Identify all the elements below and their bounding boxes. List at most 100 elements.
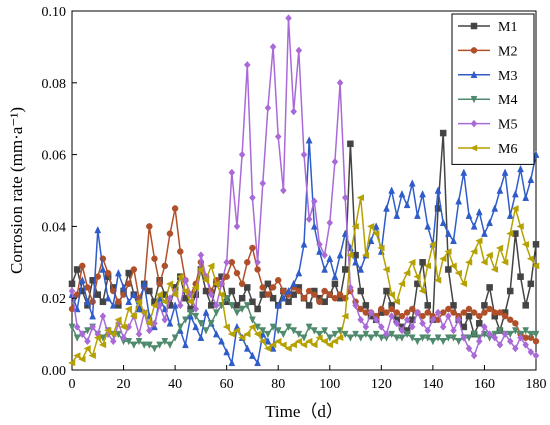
data-point [125,338,133,346]
data-point [460,309,468,316]
data-point [496,309,504,316]
data-point [103,327,112,334]
data-point [325,341,334,349]
data-point [424,302,431,309]
data-point [244,259,251,266]
data-point [94,291,102,298]
y-tick-label: 0.00 [42,364,67,379]
x-tick-label: 20 [117,377,131,392]
data-point [393,334,401,342]
data-point [233,309,241,317]
legend-item: M4 [458,93,517,108]
data-point [73,334,81,342]
data-point [511,327,519,335]
data-point [532,338,540,345]
data-point [366,223,375,230]
legend-item: M2 [458,44,517,59]
data-point [212,330,220,338]
data-point [352,258,359,266]
data-point [171,205,179,212]
series-m2 [68,205,540,345]
data-point [196,266,205,273]
data-point [481,323,488,331]
data-point [321,251,328,260]
data-point [506,337,514,346]
data-point [134,298,143,306]
data-point [377,244,385,252]
data-point [392,298,401,306]
data-point [408,334,416,342]
data-point [433,276,442,284]
data-point [413,273,421,281]
data-point [264,280,272,288]
data-point [280,186,287,195]
data-point [531,262,540,270]
data-point [512,320,519,327]
plot-frame [71,10,537,371]
data-point [423,262,431,270]
data-point [378,305,385,313]
data-point [532,351,540,360]
data-point [326,291,334,298]
legend-label: M4 [498,93,517,108]
data-point [197,320,205,328]
data-point [331,280,339,288]
data-point [532,241,540,248]
data-point [362,323,370,331]
y-tick-label: 0.06 [42,149,67,164]
data-point [146,287,153,295]
data-point [377,334,385,342]
data-point [450,334,457,342]
data-point [300,150,308,159]
data-point [480,258,488,266]
data-point [398,334,406,342]
data-point [280,287,287,295]
data-point [213,301,220,310]
data-point [145,341,153,349]
data-point [67,359,76,367]
data-point [517,333,524,342]
data-point [223,347,231,356]
legend-item: M1 [458,20,517,35]
data-point [475,337,483,346]
x-tick-label: 40 [168,377,182,392]
series-m5 [68,14,540,360]
data-point [527,175,535,183]
x-tick-label: 160 [474,377,495,392]
data-point [428,240,437,248]
data-point [192,312,200,321]
data-point [351,223,359,230]
data-point [284,345,292,352]
data-point [465,305,473,313]
data-point [491,333,499,342]
data-point [506,230,514,237]
data-point [84,327,91,335]
data-point [372,315,380,324]
data-point [166,302,174,309]
data-point [526,255,535,263]
data-point [361,251,370,259]
data-point [244,284,251,291]
data-point [161,315,169,324]
data-point [311,291,318,298]
data-point [495,244,504,252]
data-point [84,284,91,291]
data-point [207,262,215,270]
data-point [445,305,452,313]
data-point [192,305,200,313]
data-point [295,330,303,339]
legend-box [451,13,535,165]
data-point [197,333,205,341]
data-point [285,323,292,332]
data-point [99,334,107,342]
data-point [285,14,292,23]
data-point [341,193,349,202]
data-point [517,273,524,280]
data-point [285,286,292,295]
data-point [357,265,365,273]
data-point [295,46,303,55]
data-point [357,334,365,342]
data-point [119,323,127,331]
data-point [434,308,442,317]
data-point [532,330,540,339]
